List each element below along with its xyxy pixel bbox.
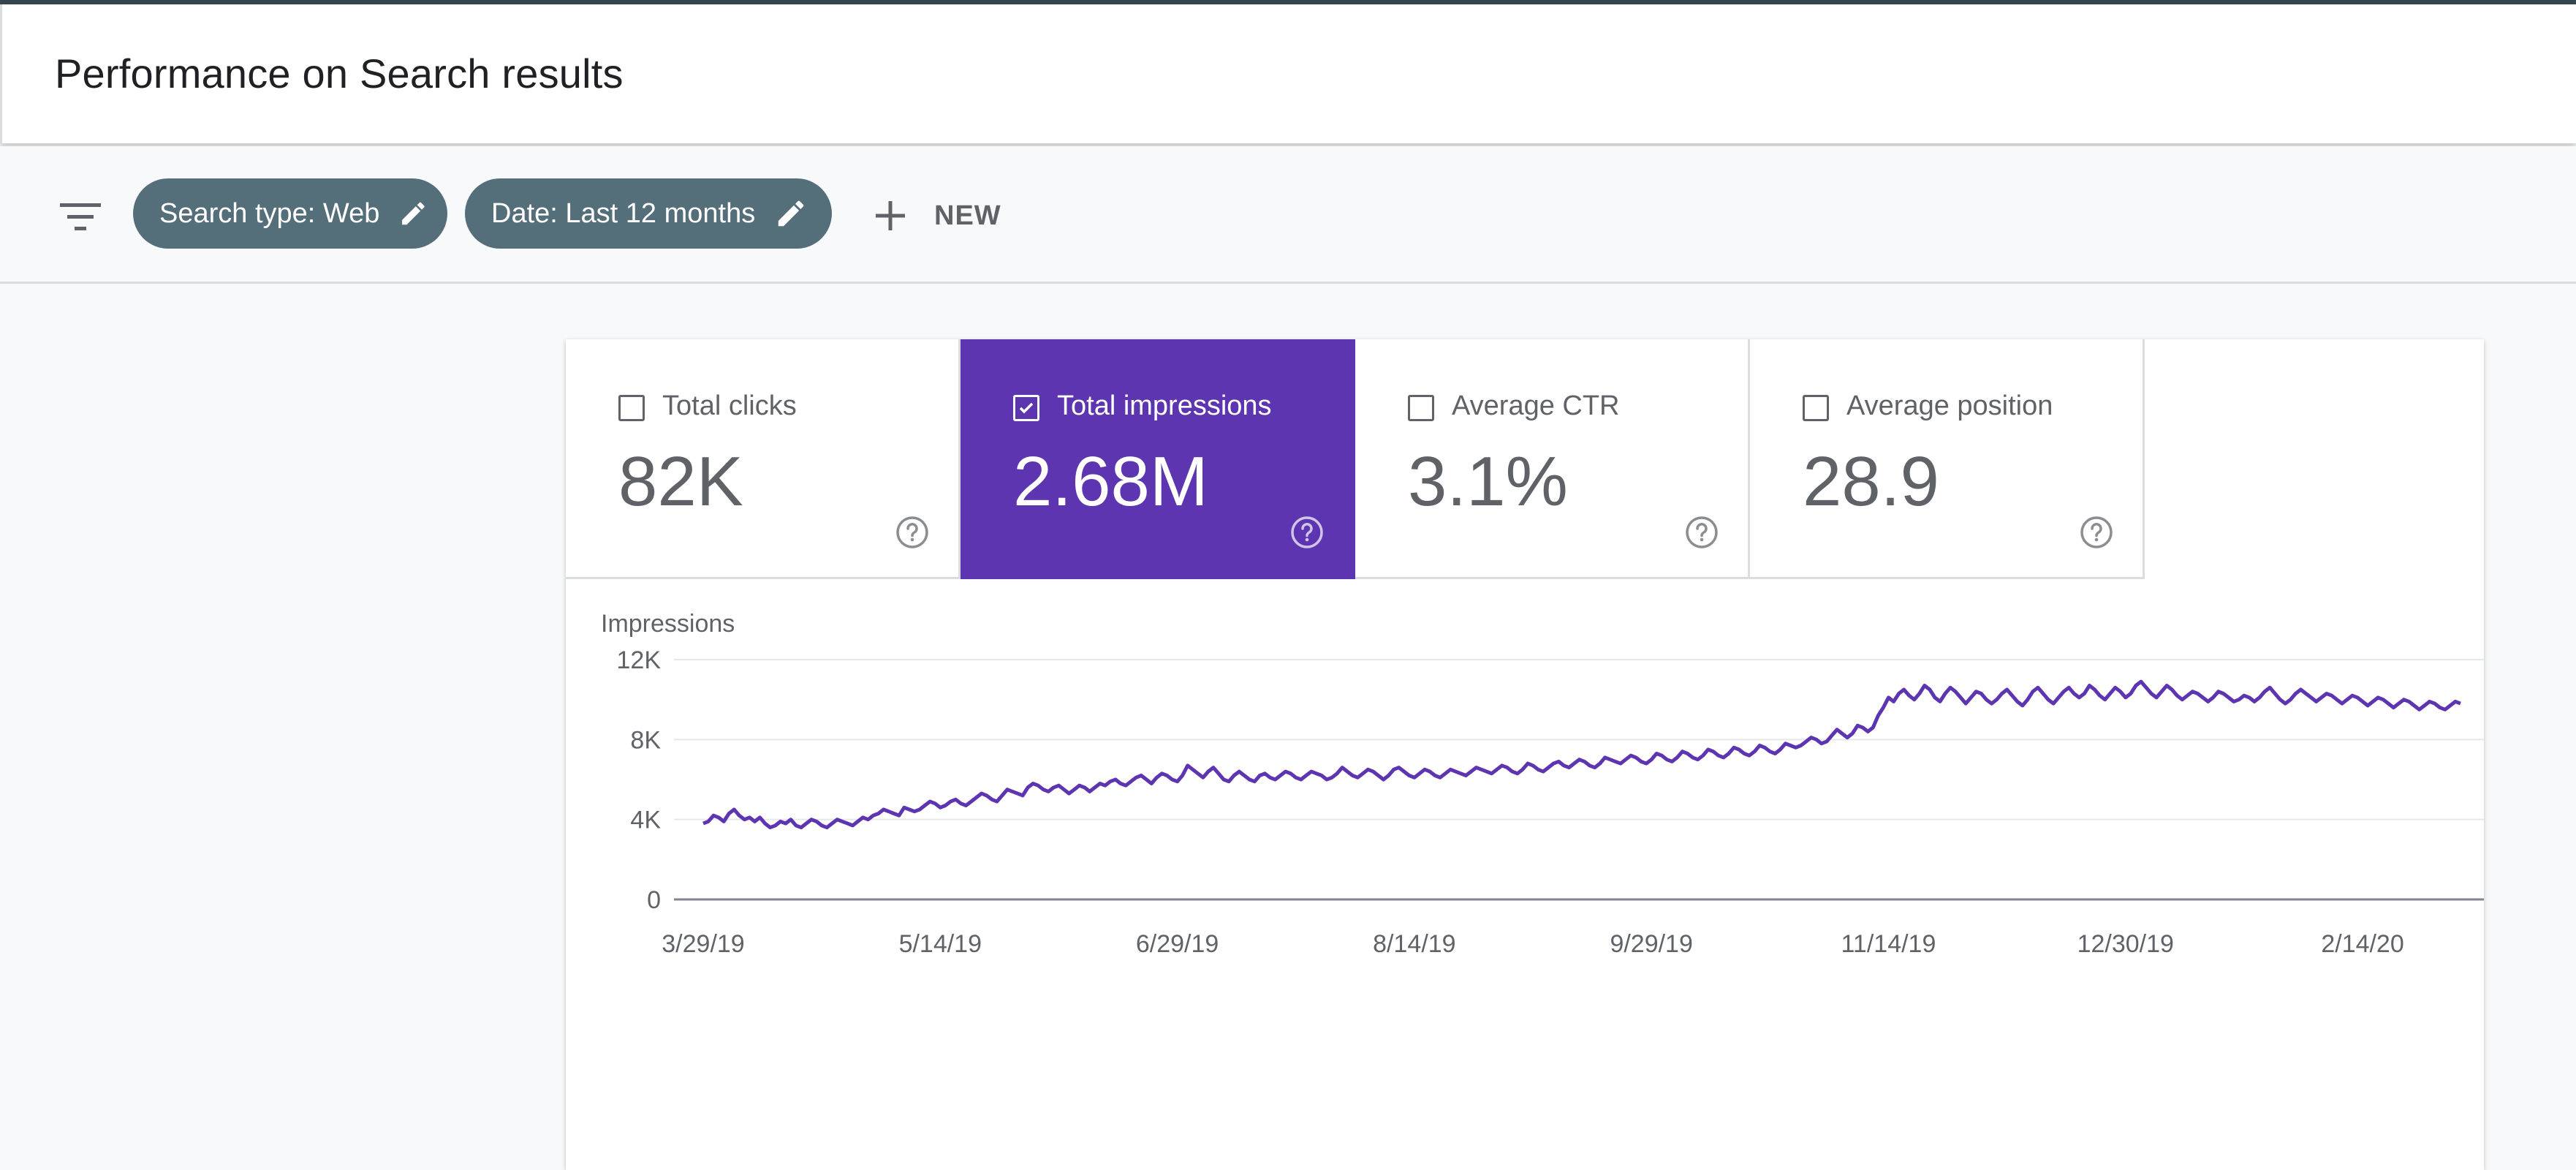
help-icon[interactable] <box>1683 514 1720 551</box>
metric-average-ctr[interactable]: Average CTR 3.1% <box>1355 339 1750 579</box>
top-accent-bar <box>0 0 2576 4</box>
search-type-chip[interactable]: Search type: Web <box>133 178 447 249</box>
new-filter-button[interactable]: NEW <box>868 183 1001 249</box>
x-tick-label: 8/14/19 <box>1373 930 1455 958</box>
page-title: Performance on Search results <box>55 50 624 97</box>
check-icon <box>1019 402 1034 414</box>
page-header: Performance on Search results <box>0 4 2576 143</box>
new-filter-label: NEW <box>934 200 1001 231</box>
metric-label: Average position <box>1846 390 2053 421</box>
plus-icon <box>876 201 905 230</box>
y-tick-label: 0 <box>647 886 661 914</box>
y-tick-label: 8K <box>630 726 661 754</box>
checkbox-total-clicks[interactable] <box>618 395 645 421</box>
impressions-chart: Impressions 0 4K 8K 12K 3/29/19 5/14/19 6/29/… <box>566 579 2484 1170</box>
metric-total-clicks[interactable]: Total clicks 82K <box>566 339 961 579</box>
chip-label-search-type: Search type: Web <box>159 197 380 229</box>
x-tick-label: 12/30/19 <box>2077 930 2174 958</box>
metric-label: Total impressions <box>1057 390 1272 421</box>
metric-value: 2.68M <box>1013 442 1208 521</box>
pencil-icon[interactable] <box>398 197 428 230</box>
y-tick-label: 12K <box>617 646 662 674</box>
checkbox-average-position[interactable] <box>1803 395 1829 421</box>
metric-value: 82K <box>618 442 743 521</box>
x-tick-label: 11/14/19 <box>1841 930 1936 958</box>
x-tick-label: 6/29/19 <box>1136 930 1219 958</box>
x-tick-label: 5/14/19 <box>899 930 982 958</box>
x-tick-label: 2/14/20 <box>2321 930 2403 958</box>
x-tick-label: 3/29/19 <box>662 930 744 958</box>
metric-average-position[interactable]: Average position 28.9 <box>1750 339 2145 579</box>
metric-value: 28.9 <box>1803 442 1939 521</box>
date-range-chip[interactable]: Date: Last 12 months <box>465 178 832 249</box>
chart-svg: Impressions 0 4K 8K 12K 3/29/19 5/14/19 6/29/… <box>601 610 2484 958</box>
impressions-series-line <box>702 679 2461 830</box>
checkbox-total-impressions[interactable] <box>1013 395 1039 421</box>
y-axis-title: Impressions <box>601 610 735 638</box>
filter-icon[interactable] <box>57 199 104 235</box>
metric-value: 3.1% <box>1408 442 1568 521</box>
y-tick-label: 4K <box>630 807 661 834</box>
performance-card: Total clicks 82K Total impressions 2.68M… <box>566 339 2484 1170</box>
metric-total-impressions[interactable]: Total impressions 2.68M <box>961 339 1355 579</box>
metric-label: Average CTR <box>1452 390 1620 421</box>
checkbox-average-ctr[interactable] <box>1408 395 1434 421</box>
x-tick-label: 9/29/19 <box>1610 930 1692 958</box>
help-icon[interactable] <box>2078 514 2115 551</box>
filter-bar: Search type: Web Date: Last 12 months NE… <box>0 146 2576 284</box>
chip-label-date: Date: Last 12 months <box>491 197 756 229</box>
pencil-icon[interactable] <box>774 197 808 230</box>
help-icon[interactable] <box>1289 514 1325 551</box>
metric-label: Total clicks <box>662 390 797 421</box>
help-icon[interactable] <box>894 514 931 551</box>
